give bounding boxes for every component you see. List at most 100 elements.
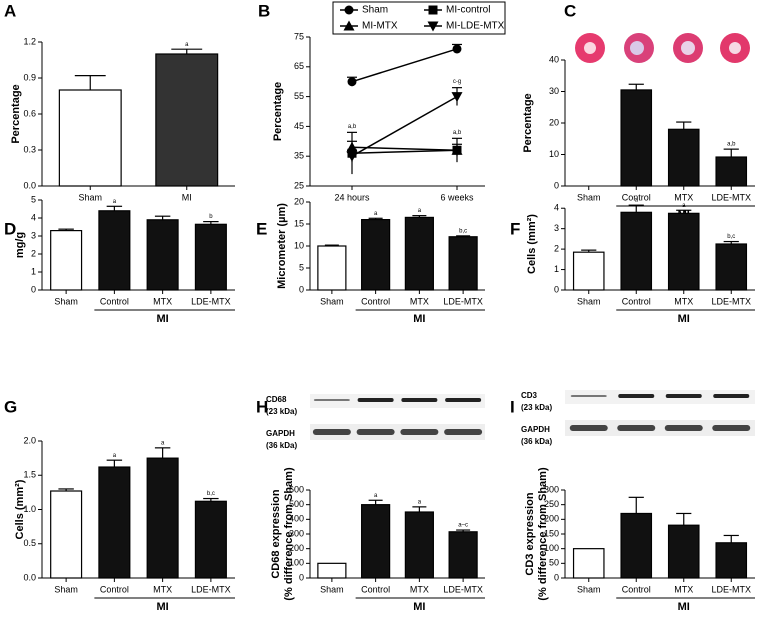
y-tick-label: 300 [289,528,304,538]
bar [58,89,122,187]
y-tick-label: 200 [289,543,304,553]
y-tick-label: 600 [289,484,304,494]
y-axis-label: CD3 expression [524,492,536,575]
y-tick-label: 45 [294,121,304,131]
bar [155,53,219,187]
y-tick-label: 2.0 [23,435,36,445]
bar [448,531,478,579]
x-tick-label: Sham [577,584,601,594]
x-tick-label: Control [361,296,390,306]
panel-letter: D [4,219,16,238]
y-tick-label: 40 [549,54,559,64]
blot-label: GAPDH [521,425,550,434]
group-label: MI [413,601,425,613]
series-line [351,95,458,157]
blot-band [713,394,750,398]
y-tick-label: 50 [549,558,559,568]
marker [346,141,358,152]
bar [194,223,227,291]
series-line [351,146,458,151]
panel: E Micrometer (µm) 0 5 10 15 20 Sham Control MTX LD… [256,196,485,325]
series-line [351,48,458,83]
annotation: a [682,203,686,209]
heart-sections [575,33,750,63]
bar [572,548,605,579]
bar [194,500,227,579]
x-tick-label: Sham [577,192,601,202]
blot-bg [310,394,485,408]
bar [404,511,434,579]
heart-image [681,41,695,55]
blot-bg [310,424,485,440]
y-tick-label: 30 [549,86,559,96]
y-tick-label: 0.9 [23,72,36,82]
heart-image [630,41,644,55]
legend-label: MI-control [446,5,490,16]
blot-band [665,394,702,398]
blot-band [356,429,395,435]
panel-letter: I [510,397,515,416]
annotation: a [374,211,378,217]
x-tick-label: Sham [78,192,102,202]
annotation: a,b [453,130,462,136]
x-tick-label: LDE-MTX [711,192,751,202]
bar [715,156,748,187]
y-tick-label: 75 [294,31,304,41]
group-label: MI [678,313,690,325]
panel: I CD3 expression (% difference from Sham) 0… [510,390,755,613]
annotation: a [418,499,422,505]
blot-band [444,429,483,435]
bar [317,245,347,291]
bar [667,524,700,579]
y-tick-label: 200 [544,514,559,524]
panel: Dmg/g 0 1 2 3 4 5 Sham Control MTX LDE-MTX MI a b [4,194,235,325]
y-tick-label: 15 [294,218,304,228]
legend-label: MI-LDE-MTX [446,21,505,32]
y-tick-label: 150 [544,528,559,538]
annotation: a [418,208,422,214]
blot-label: (36 kDa) [521,437,552,446]
y-tick-label: 3 [554,223,559,233]
legend-box [332,1,506,35]
group-label: MI [413,313,425,325]
x-tick-label: LDE-MTX [711,296,751,306]
bar [146,219,179,291]
bar [715,542,748,579]
annotation: c-g [453,79,461,85]
bar [361,504,391,579]
bar [361,219,391,291]
y-tick-label: 1 [31,266,36,276]
group-label: MI [678,601,690,613]
panel-letter: B [258,1,270,20]
y-tick-label: 10 [549,149,559,159]
panel-letter: H [256,397,268,416]
marker [347,77,357,87]
legend-label: MI-MTX [362,21,398,32]
y-axis-label: Micrometer (µm) [276,203,288,289]
marker [346,151,358,162]
blot-label: (23 kDa) [266,407,297,416]
y-tick-label: 4 [31,212,36,222]
y-tick-label: 100 [289,558,304,568]
y-tick-label: 55 [294,91,304,101]
x-tick-label: 24 hours [334,192,370,202]
x-tick-label: Control [100,296,129,306]
y-tick-label: 0 [554,284,559,294]
blot-label: (36 kDa) [266,441,297,450]
blot-band [357,398,394,402]
y-tick-label: 3 [31,230,36,240]
blot-label: CD3 [521,391,538,400]
bar [667,212,700,291]
panel: B Percentage 25 35 45 55 65 75 24 hours 6 weeks a,… [258,1,506,202]
annotation: a [113,199,117,205]
panel-letter: C [564,1,576,20]
blot-band [664,425,703,431]
annotation: b,c [727,234,735,240]
panel-letter: A [4,1,16,20]
bar [448,236,478,291]
y-axis-label: Cells (mm²) [14,479,26,539]
marker [428,5,438,15]
y-axis-label: Cells (mm²) [526,214,538,274]
y-tick-label: 0.0 [23,572,36,582]
